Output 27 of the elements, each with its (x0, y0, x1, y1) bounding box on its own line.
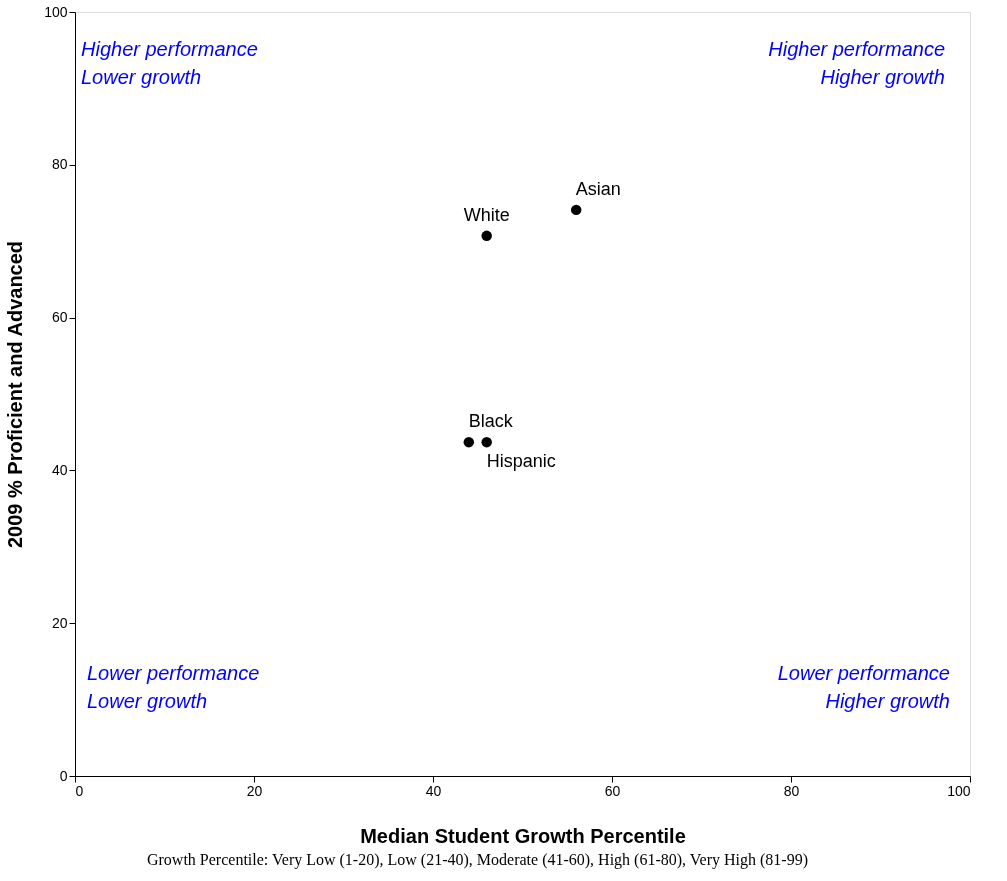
series-label: Black (468, 411, 514, 432)
series-label: Asian (575, 178, 621, 199)
y-tick-label: 0 (59, 767, 68, 784)
x-tick-label: 60 (604, 782, 621, 799)
annotation: Lower performance Lower growth (87, 662, 260, 712)
text: Growth Percentile: Very Low (1-20), Low (21-40), Moderate (41-60), High (61-80), Very High (81-99) (146, 851, 809, 869)
point (570, 204, 582, 216)
x-tick-label: 40 (425, 782, 442, 799)
point (463, 436, 475, 448)
series-label: White (463, 204, 510, 225)
annotation: Higher performance Lower growth (81, 38, 258, 88)
series-label: Hispanic (486, 451, 556, 472)
y-tick-label: 80 (51, 156, 68, 173)
x-tick-label: 0 (75, 782, 84, 799)
y-tick-label: 20 (51, 614, 68, 631)
annotation: Higher performance Higher growth (768, 38, 945, 88)
point (481, 436, 492, 448)
y-tick-label: 100 (44, 3, 68, 20)
y-tick-label: 40 (51, 461, 68, 478)
y-axis-title: 2009 % Proficient and Advanced (4, 240, 27, 549)
x-tick-label: 100 (947, 782, 971, 799)
x-tick-label: 80 (783, 782, 800, 799)
y-tick-label: 60 (51, 309, 68, 326)
x-tick-label: 20 (246, 782, 263, 799)
annotation: Lower performance Higher growth (777, 662, 950, 712)
point (481, 230, 492, 242)
x-axis-title: Median Student Growth Percentile (360, 824, 686, 847)
